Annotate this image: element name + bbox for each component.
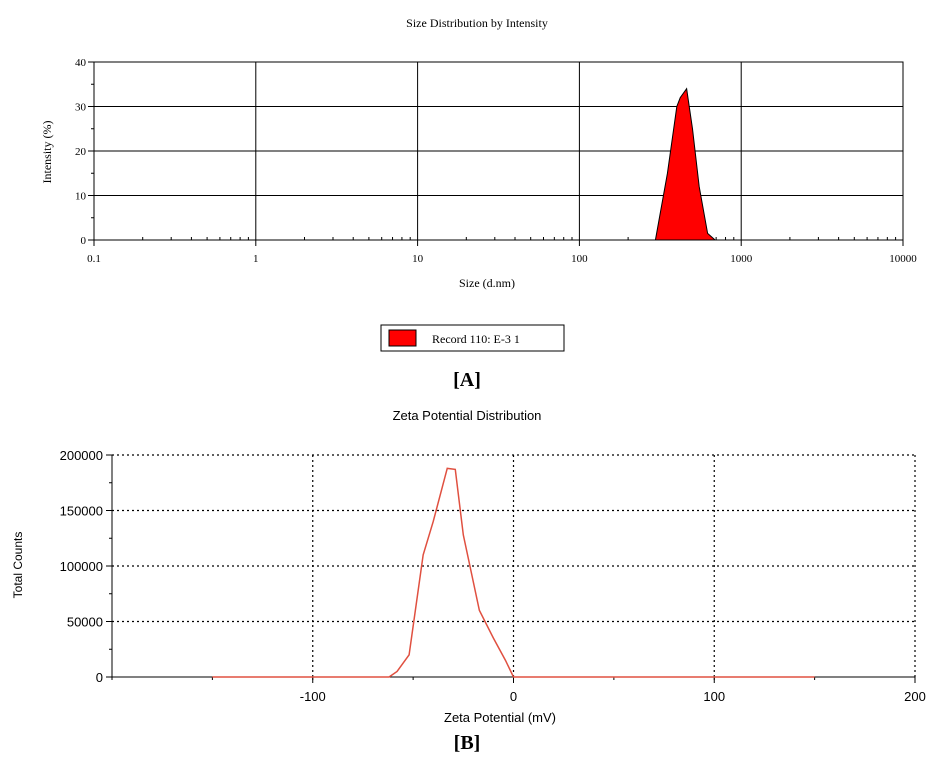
chart-a-legend-label: Record 110: E-3 1 bbox=[432, 332, 520, 346]
chart-a-x-tick-label: 1 bbox=[253, 253, 259, 265]
chart-a-x-tick-label: 10 bbox=[412, 253, 424, 265]
chart-b-x-tick-label: 100 bbox=[703, 689, 725, 704]
chart-a-y-tick-label: 10 bbox=[75, 191, 87, 203]
panel-b-label: [B] bbox=[454, 732, 481, 754]
chart-b-gridlines bbox=[112, 454, 916, 677]
chart-b-x-axis-label: Zeta Potential (mV) bbox=[444, 710, 556, 725]
chart-b-y-tick-label: 100000 bbox=[60, 559, 103, 574]
chart-a-y-axis-label: Intensity (%) bbox=[40, 121, 54, 184]
chart-a-y-tick-label: 0 bbox=[81, 235, 87, 247]
chart-a-x-tick-label: 100 bbox=[571, 253, 588, 265]
chart-a-x-tick-label: 1000 bbox=[730, 253, 753, 265]
chart-b-x-tick-label: -100 bbox=[300, 689, 326, 704]
chart-a-legend-swatch bbox=[388, 329, 417, 347]
chart-a-y-tick-label: 30 bbox=[75, 102, 87, 114]
chart-b-y-tick-label: 0 bbox=[96, 670, 103, 685]
chart-b-y-tick-label: 50000 bbox=[67, 615, 103, 630]
chart-b-title: Zeta Potential Distribution bbox=[393, 408, 542, 423]
chart-a-x-tick-label: 0.1 bbox=[87, 253, 101, 265]
chart-a-x-tick-label: 10000 bbox=[889, 253, 917, 265]
chart-a-y-tick-label: 20 bbox=[75, 146, 87, 158]
chart-b-y-axis-label: Total Counts bbox=[11, 532, 25, 599]
chart-a-minor-ticks bbox=[88, 61, 904, 246]
chart-a-y-tick-label: 40 bbox=[75, 57, 87, 69]
chart-b-series-line bbox=[212, 467, 815, 678]
chart-b-x-tick-label: 200 bbox=[904, 689, 926, 704]
chart-b-y-tick-label: 200000 bbox=[60, 448, 103, 463]
chart-b-x-tick-label: 0 bbox=[510, 689, 517, 704]
panel-a-label: [A] bbox=[453, 369, 481, 391]
chart-a-tick-labels: 0.1 1 10 100 1000 10000 0 10 20 30 40 bbox=[75, 57, 917, 265]
chart-a-title: Size Distribution by Intensity bbox=[406, 16, 548, 30]
chart-a-x-axis-label: Size (d.nm) bbox=[459, 276, 515, 290]
chart-a-distribution-area bbox=[654, 87, 717, 241]
chart-b-y-tick-label: 150000 bbox=[60, 504, 103, 519]
chart-a-gridlines bbox=[94, 62, 903, 240]
chart-b-tick-labels: 0 50000 100000 150000 200000 -100 0 100 200 bbox=[60, 448, 926, 704]
